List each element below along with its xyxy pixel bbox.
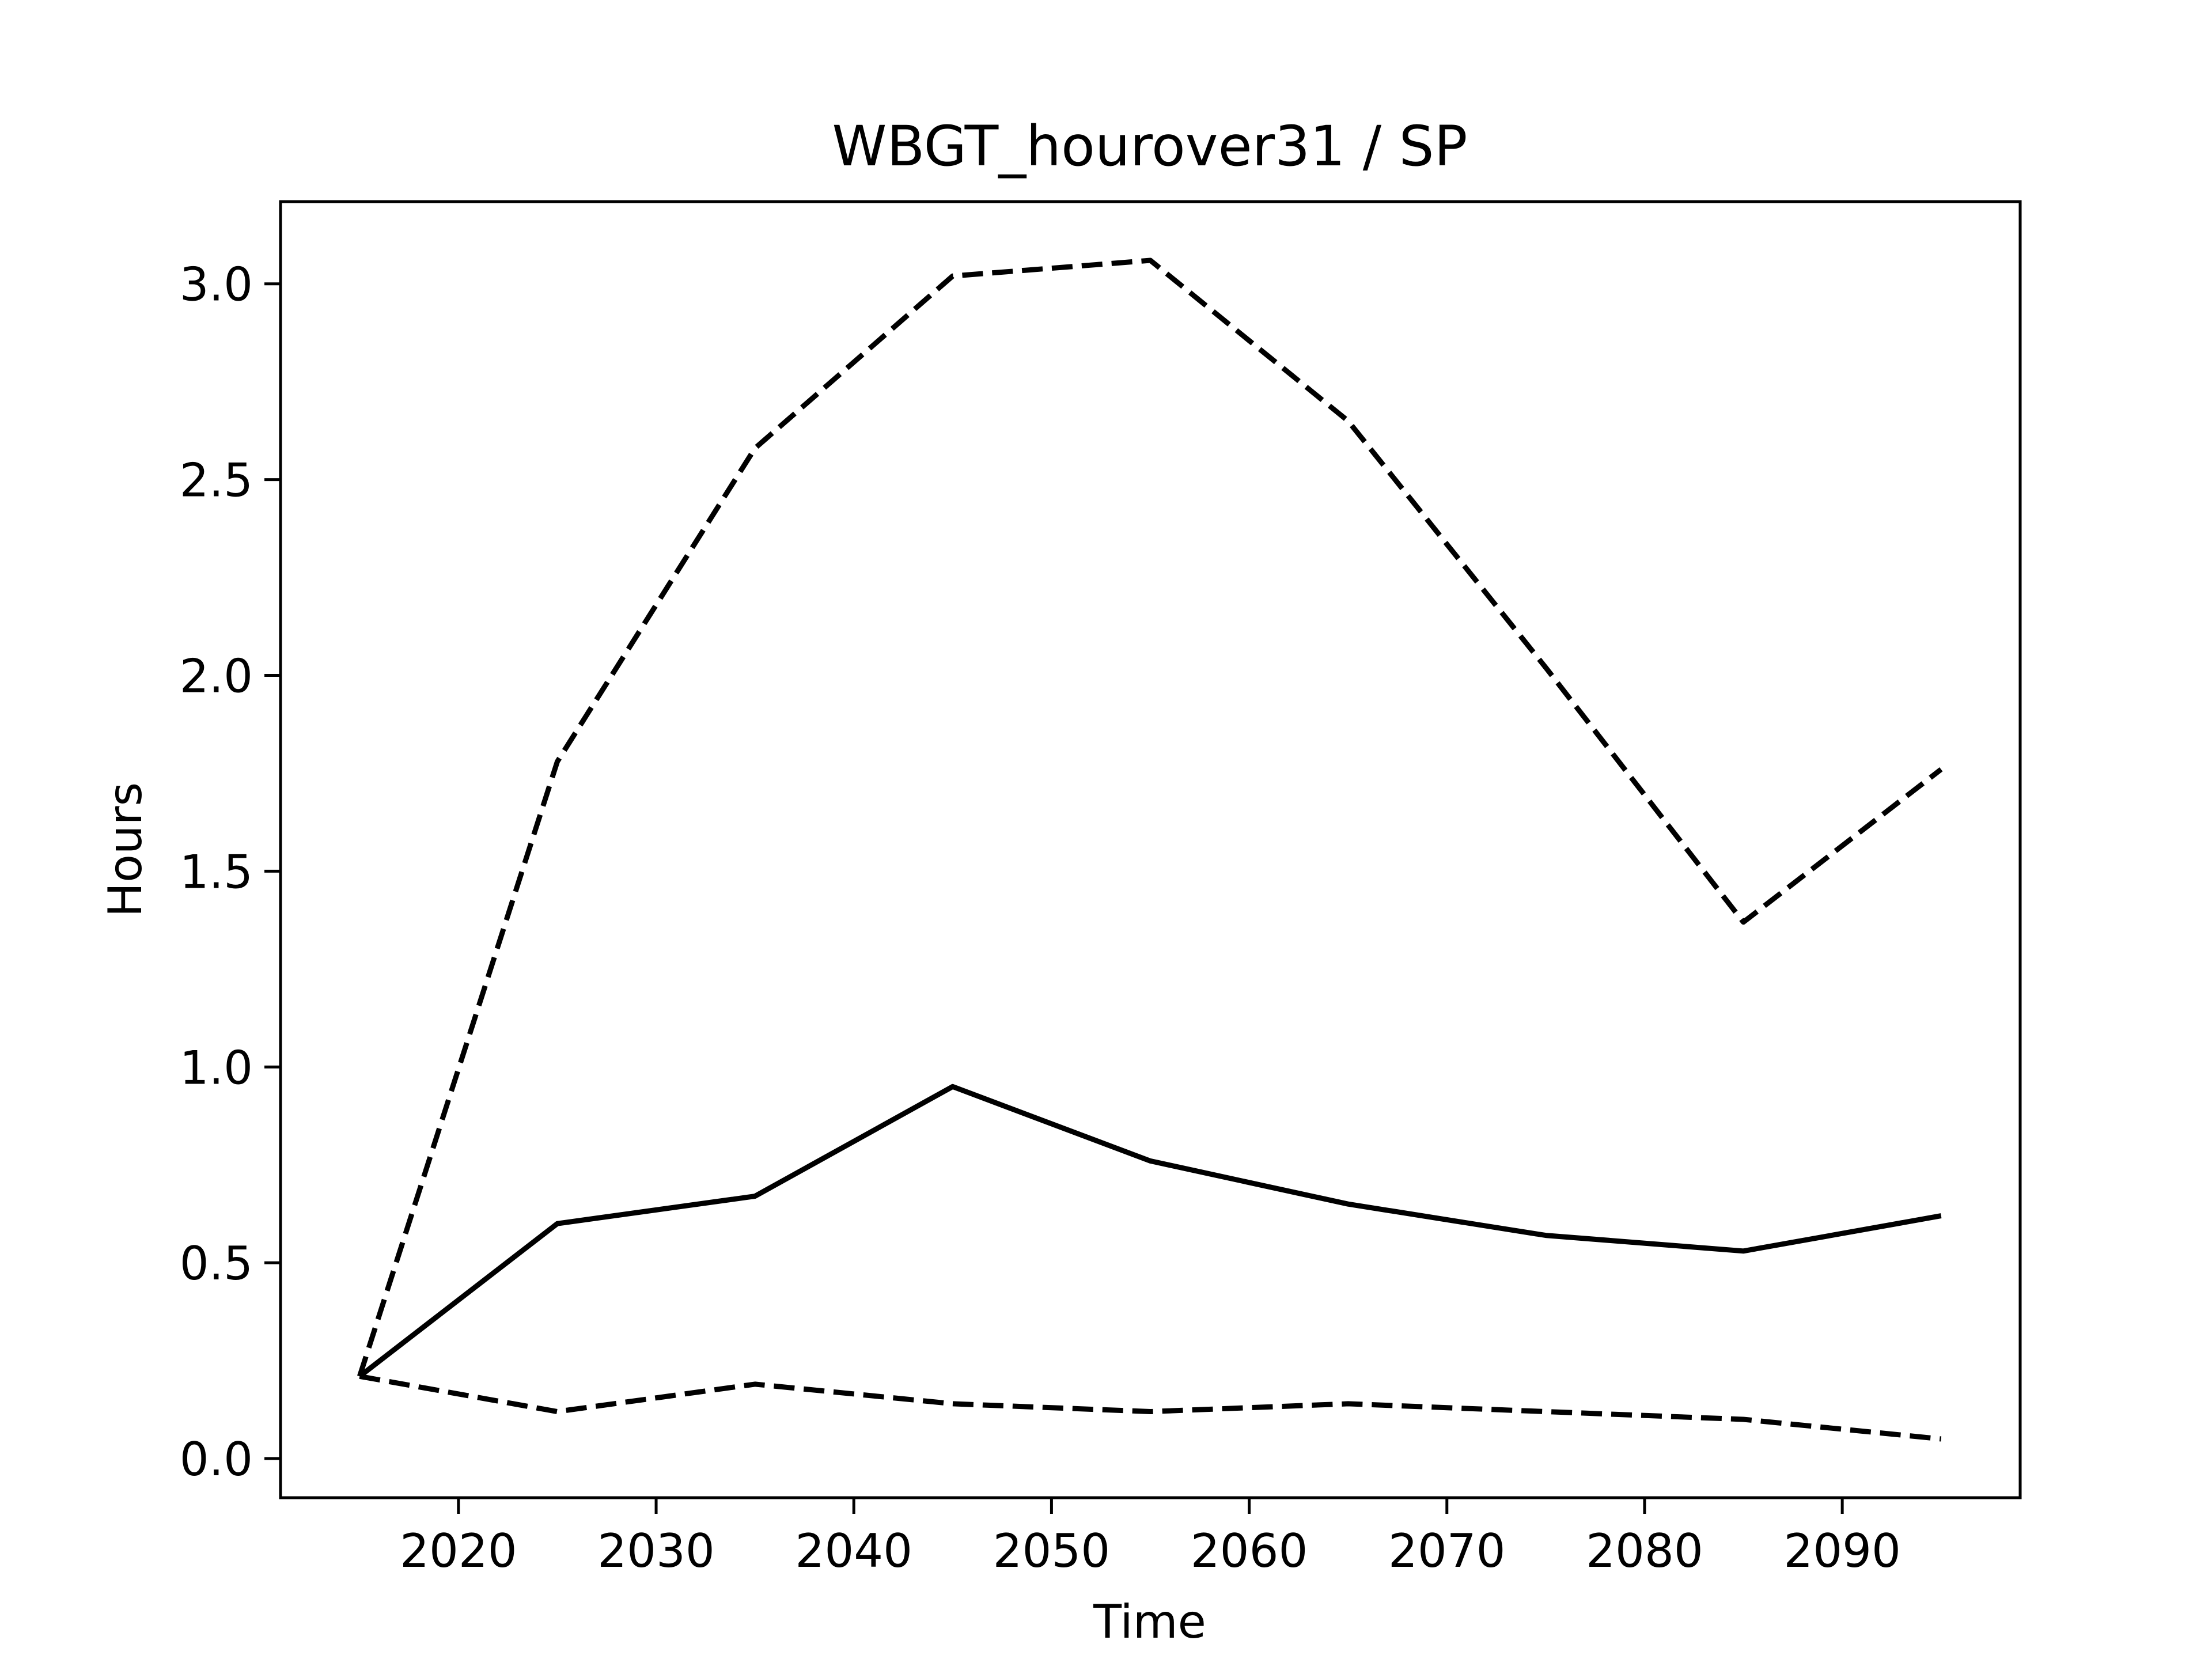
- dashed-series-line-3: [359, 1373, 1942, 1442]
- y-tick-label: 1.5: [180, 845, 253, 899]
- x-tick-label: 2040: [795, 1524, 912, 1578]
- x-tick-label: 2090: [1783, 1524, 1901, 1578]
- x-axis-label: Time: [1093, 1595, 1206, 1649]
- x-tick-label: 2060: [1191, 1524, 1308, 1578]
- dashed-series-line-1: [357, 257, 1943, 1377]
- x-tick-label: 2080: [1586, 1524, 1703, 1578]
- x-axis-ticks: 2020 2030 2040 2050 2060 2070 2080 2090: [400, 1498, 1901, 1578]
- y-tick-label: 3.0: [180, 258, 253, 312]
- solid-series-line-2: [358, 1084, 1942, 1378]
- y-tick-label: 2.5: [180, 454, 253, 507]
- y-tick-label: 1.0: [180, 1041, 253, 1094]
- x-tick-label: 2030: [597, 1524, 715, 1578]
- y-tick-label: 2.0: [180, 650, 253, 703]
- x-tick-label: 2050: [993, 1524, 1111, 1578]
- y-tick-label: 0.5: [180, 1237, 253, 1290]
- plot-frame: [279, 200, 2022, 1499]
- y-tick-label: 0.0: [180, 1433, 253, 1486]
- y-axis-ticks: 0.0 0.5 1.0 1.5 2.0 2.5 3.0: [180, 258, 281, 1486]
- x-tick-label: 2070: [1388, 1524, 1506, 1578]
- y-axis-label: Hours: [99, 782, 152, 917]
- series-layer: [357, 257, 1943, 1442]
- chart-title: WBGT_hourover31 / SP: [832, 114, 1468, 179]
- x-tick-label: 2020: [400, 1524, 517, 1578]
